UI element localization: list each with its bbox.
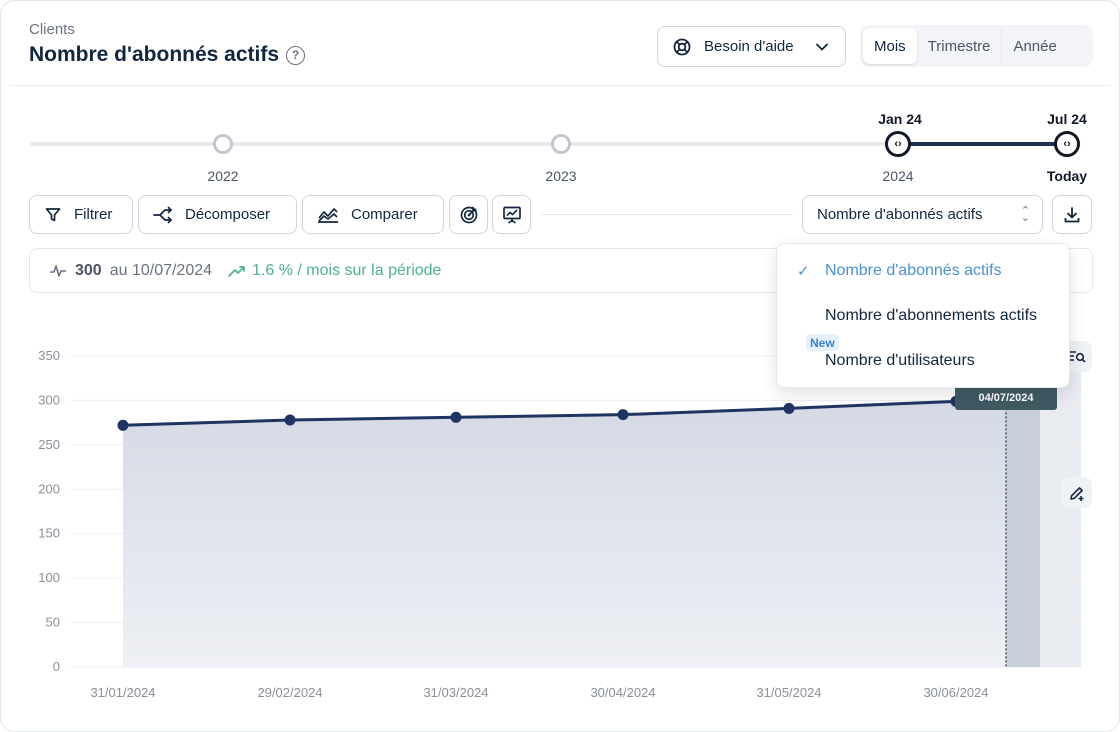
target-icon bbox=[460, 206, 477, 223]
x-tick-label: 31/05/2024 bbox=[756, 685, 821, 700]
dropdown-item-label: Nombre d'abonnés actifs bbox=[825, 262, 1002, 279]
x-tick-label: 31/01/2024 bbox=[90, 685, 155, 700]
x-tick-label: 31/03/2024 bbox=[423, 685, 488, 700]
presentation-button[interactable] bbox=[492, 195, 531, 234]
filter-icon bbox=[45, 207, 61, 221]
timeline-range-end: Jul 24 bbox=[1047, 111, 1087, 127]
y-tick-label: 100 bbox=[38, 570, 60, 585]
tab-trimestre[interactable]: Trimestre bbox=[917, 28, 1003, 64]
pencil-plus-icon bbox=[1069, 486, 1083, 501]
data-point bbox=[783, 402, 795, 414]
metric-select[interactable]: Nombre d'abonnés actifs ⌃ ⌄ bbox=[802, 195, 1043, 234]
help-button[interactable]: Besoin d'aide bbox=[657, 26, 846, 67]
new-badge: New bbox=[806, 334, 839, 351]
area-chart: 0 50 100 150 200 250 300 350 31/01/2024 29/02/202… bbox=[1, 331, 1119, 711]
dropdown-item-label: Nombre d'abonnements actifs bbox=[825, 307, 1038, 324]
y-tick-label: 150 bbox=[38, 526, 60, 541]
timeline-node-2022[interactable] bbox=[213, 134, 233, 154]
period-toggle: Mois Trimestre Année bbox=[860, 25, 1093, 67]
dropdown-item-label: Nombre d'utilisateurs bbox=[825, 352, 975, 369]
stat-trend-text: 1.6 % / mois sur la période bbox=[252, 261, 442, 279]
stat-summary: 300 au 10/07/2024 1.6 % / mois sur la pé… bbox=[29, 248, 1093, 293]
page-title: Nombre d'abonnés actifs ? bbox=[29, 43, 306, 67]
pulse-icon bbox=[50, 264, 66, 277]
timeline-range-start: Jan 24 bbox=[878, 111, 922, 127]
timeline-year-label: 2022 bbox=[207, 168, 239, 184]
toolbar-divider bbox=[541, 214, 793, 215]
y-tick-label: 300 bbox=[38, 392, 60, 407]
section-label: Clients bbox=[29, 21, 75, 38]
timeline-start-handle-icon[interactable]: ‹› bbox=[885, 131, 911, 157]
metric-dropdown-menu: ✓ Nombre d'abonnés actifs Nombre d'abonn… bbox=[776, 243, 1070, 388]
chart-tooltip: 04/07/2024 bbox=[955, 386, 1057, 410]
tab-mois[interactable]: Mois bbox=[863, 28, 917, 64]
presentation-icon bbox=[502, 206, 521, 224]
timeline-selected-range bbox=[898, 142, 1067, 146]
timeline-track[interactable] bbox=[29, 142, 1069, 146]
help-button-label: Besoin d'aide bbox=[704, 38, 794, 55]
dropdown-item-abonnements[interactable]: Nombre d'abonnements actifs bbox=[777, 307, 1069, 325]
metric-select-value: Nombre d'abonnés actifs bbox=[817, 206, 983, 223]
chevron-down-icon bbox=[816, 43, 828, 51]
x-tick-label: 29/02/2024 bbox=[257, 685, 322, 700]
compare-chart-icon bbox=[318, 207, 338, 223]
hover-column bbox=[1006, 400, 1040, 667]
dropdown-item-abonnes[interactable]: ✓ Nombre d'abonnés actifs bbox=[777, 262, 1069, 280]
timeline-today-label: Today bbox=[1046, 168, 1088, 184]
zoom-icon bbox=[1068, 350, 1086, 363]
split-icon bbox=[153, 206, 173, 223]
filter-button[interactable]: Filtrer bbox=[29, 195, 133, 234]
stat-date: au 10/07/2024 bbox=[109, 261, 213, 279]
timeline-end-handle-icon[interactable]: ‹› bbox=[1054, 131, 1080, 157]
x-tick-label: 30/06/2024 bbox=[923, 685, 988, 700]
y-tick-label: 0 bbox=[53, 659, 60, 674]
data-point bbox=[284, 414, 296, 426]
timeline-year-label: 2023 bbox=[545, 168, 577, 184]
tab-annee[interactable]: Année bbox=[1013, 37, 1057, 55]
annotate-button[interactable] bbox=[1061, 477, 1092, 508]
data-point bbox=[117, 419, 129, 431]
decompose-button-label: Décomposer bbox=[185, 206, 271, 223]
y-tick-label: 250 bbox=[38, 437, 60, 452]
check-icon: ✓ bbox=[797, 263, 810, 280]
goal-button[interactable] bbox=[449, 195, 488, 234]
data-point bbox=[450, 411, 462, 423]
stat-value: 300 bbox=[75, 261, 102, 279]
y-tick-label: 50 bbox=[46, 615, 60, 630]
data-point bbox=[617, 409, 629, 421]
help-circle-icon[interactable]: ? bbox=[286, 45, 306, 65]
x-tick-label: 30/04/2024 bbox=[590, 685, 655, 700]
compare-button-label: Comparer bbox=[351, 206, 418, 223]
header-divider bbox=[9, 85, 1111, 86]
filter-button-label: Filtrer bbox=[74, 206, 113, 223]
select-arrows-icon: ⌃ ⌄ bbox=[1020, 204, 1030, 224]
stat-trend: 1.6 % / mois sur la période bbox=[228, 262, 441, 280]
area-fill bbox=[123, 400, 1040, 667]
download-button[interactable] bbox=[1052, 195, 1092, 234]
page-title-text: Nombre d'abonnés actifs bbox=[29, 43, 280, 66]
y-tick-label: 200 bbox=[38, 481, 60, 496]
chart-svg: 0 50 100 150 200 250 300 350 31/01/2024 29/02/202… bbox=[38, 348, 1081, 700]
decompose-button[interactable]: Décomposer bbox=[138, 195, 297, 234]
timeline-year-label: 2024 bbox=[882, 168, 914, 184]
dropdown-item-utilisateurs[interactable]: Nombre d'utilisateurs bbox=[777, 352, 1069, 370]
download-icon bbox=[1064, 206, 1080, 222]
trend-up-icon bbox=[228, 265, 245, 277]
lifebuoy-icon bbox=[673, 38, 691, 55]
compare-button[interactable]: Comparer bbox=[302, 195, 444, 234]
y-tick-label: 350 bbox=[38, 348, 60, 363]
timeline-node-2023[interactable] bbox=[551, 134, 571, 154]
